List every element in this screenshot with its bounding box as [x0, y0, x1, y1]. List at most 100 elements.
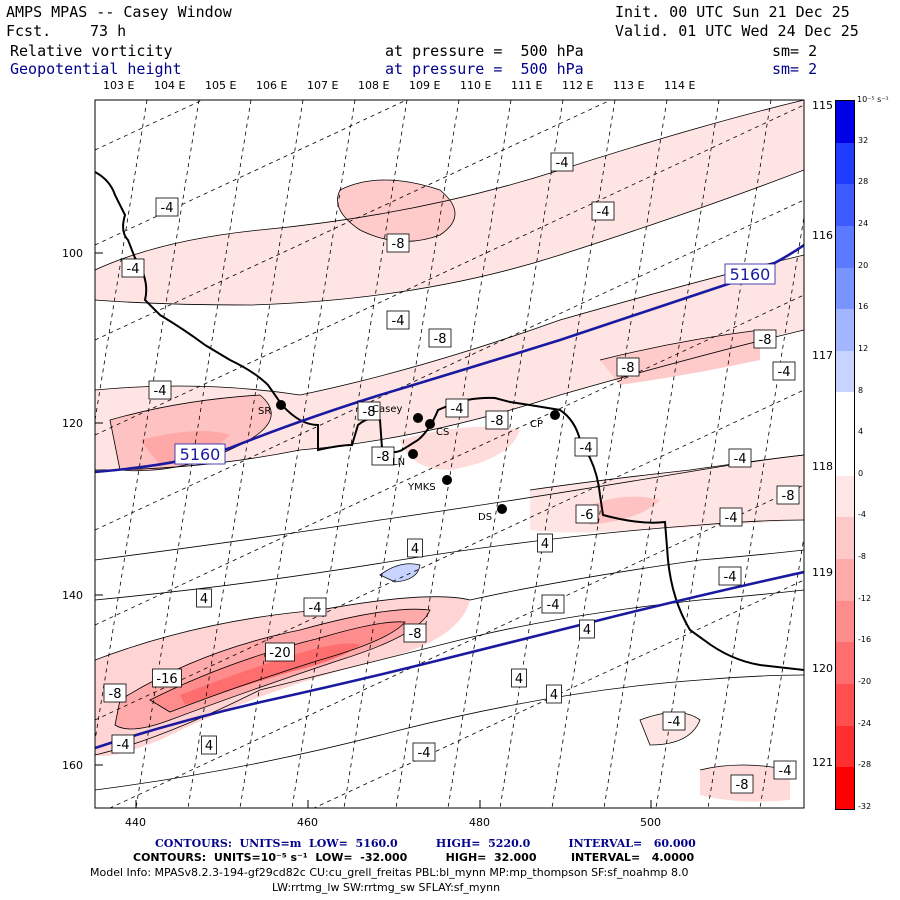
- svg-text:SR: SR: [258, 406, 271, 417]
- vorticity-contour-label: -4: [574, 437, 598, 457]
- coastline: [95, 171, 804, 671]
- field2-level: at pressure = 500 hPa: [385, 60, 584, 78]
- colorbar-segment: [836, 725, 854, 768]
- colorbar-segment: [836, 559, 854, 601]
- svg-text:-4: -4: [127, 262, 140, 277]
- colorbar-segment: [836, 184, 854, 226]
- y-tick-label: 140: [62, 589, 83, 602]
- svg-text:-16: -16: [156, 672, 177, 687]
- field1-name: Relative vorticity: [10, 42, 173, 60]
- svg-text:Casey: Casey: [372, 404, 402, 415]
- lon-tick-label: 111 E: [511, 79, 543, 92]
- colorbar-label: -28: [858, 760, 872, 770]
- svg-text:-6: -6: [581, 508, 594, 523]
- forecast-hours: 73 h: [90, 22, 127, 40]
- colorbar-label: 16: [858, 302, 869, 312]
- svg-text:4: 4: [411, 542, 419, 557]
- field2-smooth: sm= 2: [772, 60, 818, 78]
- model-title: AMPS MPAS -- Casey Window: [6, 3, 232, 21]
- y-tick-label: 120: [62, 417, 83, 430]
- colorbar-segment: [836, 600, 854, 643]
- vorticity-contour-label: -4: [386, 310, 410, 330]
- svg-text:5160: 5160: [730, 265, 771, 284]
- colorbar-segment: [836, 350, 854, 393]
- colorbar-label: 20: [858, 260, 869, 270]
- colorbar-label: -4: [858, 510, 866, 520]
- colorbar-segment: [836, 267, 854, 310]
- svg-text:LN: LN: [392, 457, 405, 468]
- svg-text:-4: -4: [392, 314, 405, 329]
- vorticity-contour-label: -16: [152, 668, 182, 688]
- colorbar-segment: [836, 101, 854, 143]
- y-tick-label: 100: [62, 247, 83, 260]
- lon-tick-label: 105 E: [205, 79, 237, 92]
- colorbar-segment: [836, 517, 854, 560]
- vorticity-contour-label: 4: [407, 538, 423, 558]
- lon-tick-label: 108 E: [358, 79, 390, 92]
- y-tick-label: 160: [62, 759, 83, 772]
- vorticity-contour-label: 4: [579, 619, 595, 639]
- svg-text:-4: -4: [779, 764, 792, 779]
- vorticity-contour-label: -8: [386, 233, 410, 253]
- svg-text:-4: -4: [161, 201, 174, 216]
- vorticity-contour-label: -4: [773, 760, 797, 780]
- svg-text:CP: CP: [530, 419, 543, 430]
- lon-tick-label: 107 E: [307, 79, 339, 92]
- svg-text:-4: -4: [734, 452, 747, 467]
- colorbar-label: 28: [858, 177, 869, 187]
- lon-tick-label: 113 E: [613, 79, 645, 92]
- svg-text:-8: -8: [109, 687, 122, 702]
- lon-tick-label: 114 E: [664, 79, 696, 92]
- vorticity-contour-label: -4: [591, 201, 615, 221]
- colorbar: [835, 100, 855, 810]
- svg-text:4: 4: [515, 672, 523, 687]
- vorticity-contour-label: -8: [357, 401, 381, 421]
- footer-height-contours: CONTOURS: UNITS=m LOW= 5160.0 HIGH= 5220…: [155, 837, 696, 850]
- lon-tick-label: 109 E: [409, 79, 441, 92]
- colorbar-label: -24: [858, 718, 872, 728]
- footer-vort-contours: CONTOURS: UNITS=10⁻⁵ s⁻¹ LOW= -32.000 HI…: [133, 851, 695, 864]
- field1-level: at pressure = 500 hPa: [385, 42, 584, 60]
- x-tick-label: 500: [640, 816, 661, 829]
- station-ds: DS: [478, 504, 507, 523]
- field1-smooth: sm= 2: [772, 42, 818, 60]
- svg-text:DS: DS: [478, 512, 492, 523]
- svg-text:-8: -8: [409, 627, 422, 642]
- x-tick-label: 440: [125, 816, 146, 829]
- valid-time: Valid. 01 UTC Wed 24 Dec 25: [615, 22, 859, 40]
- svg-text:-4: -4: [724, 570, 737, 585]
- vorticity-contour-label: -8: [403, 623, 427, 643]
- colorbar-label: -8: [858, 552, 866, 562]
- colorbar-segment: [836, 309, 854, 351]
- svg-text:-4: -4: [668, 715, 681, 730]
- vorticity-contour-label: -8: [776, 485, 800, 505]
- vorticity-contour-label: -4: [303, 597, 327, 617]
- vorticity-contour-label: -6: [575, 504, 599, 524]
- svg-text:4: 4: [200, 592, 208, 607]
- lon-tick-label: 110 E: [460, 79, 492, 92]
- axis-tick-marks: [95, 252, 652, 808]
- svg-text:-4: -4: [154, 384, 167, 399]
- vorticity-contour-label: -8: [730, 774, 754, 794]
- colorbar-segment: [836, 767, 854, 809]
- footer-model-info: Model Info: MPASv8.2.3-194-gf29cd82c CU:…: [90, 866, 689, 879]
- height-contour-5160-south: [95, 570, 804, 750]
- init-time: Init. 00 UTC Sun 21 Dec 25: [615, 3, 850, 21]
- vorticity-contour-label: -8: [428, 328, 452, 348]
- stations: SR Casey CS CP LN YMKS DS: [258, 400, 560, 523]
- vorticity-contour-label: -8: [103, 683, 127, 703]
- station-ln: LN: [392, 449, 418, 468]
- svg-text:-8: -8: [434, 332, 447, 347]
- colorbar-segment: [836, 434, 854, 476]
- station-sr: SR: [258, 400, 286, 417]
- svg-text:-4: -4: [117, 738, 130, 753]
- svg-text:CS: CS: [436, 427, 449, 438]
- svg-text:-8: -8: [736, 778, 749, 793]
- vorticity-contour-label: 4: [546, 684, 562, 704]
- station-casey: Casey: [372, 404, 423, 423]
- colorbar-label: 0: [858, 468, 864, 478]
- colorbar-segment: [836, 142, 854, 185]
- svg-text:-4: -4: [451, 402, 464, 417]
- svg-text:-8: -8: [622, 361, 635, 376]
- vorticity-contour-label: -4: [550, 152, 574, 172]
